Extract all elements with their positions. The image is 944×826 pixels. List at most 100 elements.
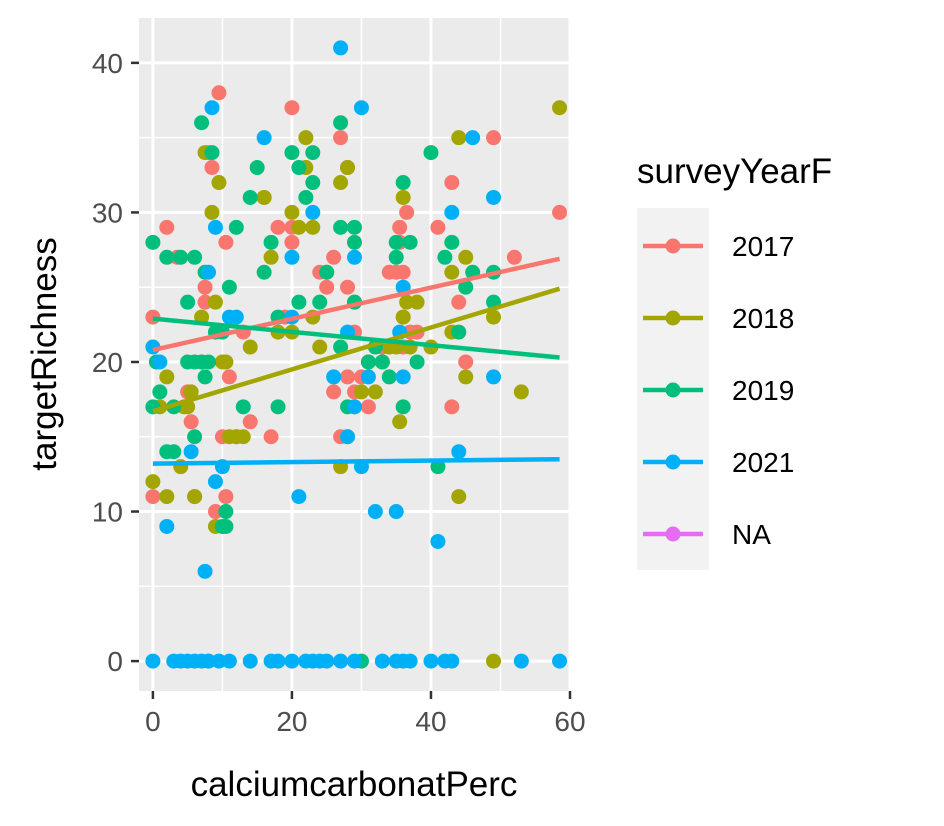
data-point [298, 130, 314, 146]
data-point [423, 145, 439, 161]
data-point [204, 160, 220, 176]
y-tick-label: 30 [92, 197, 123, 228]
legend-item-2021: 2021 [643, 447, 794, 478]
data-point [395, 369, 411, 385]
legend-key-point [665, 238, 681, 254]
data-point [444, 264, 460, 280]
data-point [347, 249, 362, 265]
data-point [183, 414, 199, 430]
data-point [298, 189, 314, 205]
data-point [347, 399, 362, 415]
data-point [444, 399, 460, 415]
data-point [145, 489, 161, 505]
data-point [333, 130, 349, 146]
data-point [218, 518, 234, 534]
data-point [242, 339, 258, 355]
data-point [388, 234, 404, 250]
data-point [228, 309, 244, 325]
data-point [159, 489, 175, 505]
data-point [305, 204, 321, 220]
data-point [360, 399, 376, 415]
legend-label: 2018 [732, 303, 794, 334]
y-tick-labels: 0 10 20 30 40 [92, 48, 123, 677]
data-point [451, 444, 467, 460]
data-point [218, 234, 234, 250]
data-point [305, 219, 321, 235]
data-point [235, 399, 251, 415]
legend-item-2018: 2018 [643, 303, 794, 334]
data-point [197, 563, 213, 579]
data-point [201, 653, 217, 669]
data-point [392, 414, 408, 430]
legend-key-point [665, 310, 681, 326]
data-point [423, 653, 439, 669]
data-point [235, 429, 251, 445]
data-point [340, 279, 356, 295]
data-point [256, 130, 272, 146]
data-point [256, 264, 272, 280]
data-point [173, 249, 189, 265]
data-point [284, 145, 300, 161]
data-point [207, 219, 223, 235]
data-point [305, 145, 321, 161]
data-point [506, 249, 522, 265]
data-point [256, 189, 272, 205]
legend-key-point [665, 382, 681, 398]
data-point [242, 189, 258, 205]
data-point [221, 279, 237, 295]
legend-key-point [665, 454, 681, 470]
legend-key-point [665, 526, 681, 542]
data-point [194, 115, 210, 131]
data-point [402, 653, 418, 669]
data-point [312, 294, 328, 310]
data-point [395, 309, 411, 325]
data-point [263, 234, 279, 250]
data-point [353, 384, 369, 400]
data-point [353, 100, 369, 116]
data-point [451, 294, 467, 310]
data-point [159, 219, 175, 235]
data-point [242, 653, 258, 669]
data-point [207, 504, 223, 520]
data-point [333, 653, 349, 669]
data-point [159, 249, 175, 265]
data-point [395, 264, 411, 280]
axis-ticks [131, 61, 572, 699]
data-point [333, 339, 349, 355]
data-point [388, 249, 404, 265]
data-point [458, 279, 474, 295]
data-point [218, 489, 234, 505]
legend: surveyYearF 2017 2018 2019 2021 NA [637, 152, 832, 570]
data-point [187, 249, 203, 265]
data-point [347, 234, 362, 250]
data-point [145, 234, 161, 250]
data-point [458, 369, 474, 385]
data-point [204, 204, 220, 220]
data-point [284, 249, 300, 265]
data-point [284, 204, 300, 220]
data-point [347, 219, 362, 235]
data-point [513, 653, 529, 669]
data-point [221, 653, 237, 669]
data-point [187, 429, 203, 445]
legend-label: NA [732, 519, 771, 550]
data-point [444, 234, 460, 250]
data-point [333, 40, 349, 56]
data-point [263, 249, 279, 265]
data-point [326, 384, 342, 400]
data-point [204, 100, 220, 116]
data-point [486, 189, 502, 205]
data-point [270, 399, 286, 415]
data-point [180, 294, 196, 310]
data-point [305, 175, 321, 191]
legend-item-2019: 2019 [643, 375, 794, 406]
series-2018-points [145, 100, 568, 669]
data-point [284, 100, 300, 116]
data-point [197, 294, 213, 310]
data-point [513, 384, 529, 400]
data-point [486, 369, 502, 385]
data-point [201, 264, 217, 280]
data-point [430, 533, 446, 549]
data-point [367, 504, 383, 520]
data-point [430, 459, 446, 475]
